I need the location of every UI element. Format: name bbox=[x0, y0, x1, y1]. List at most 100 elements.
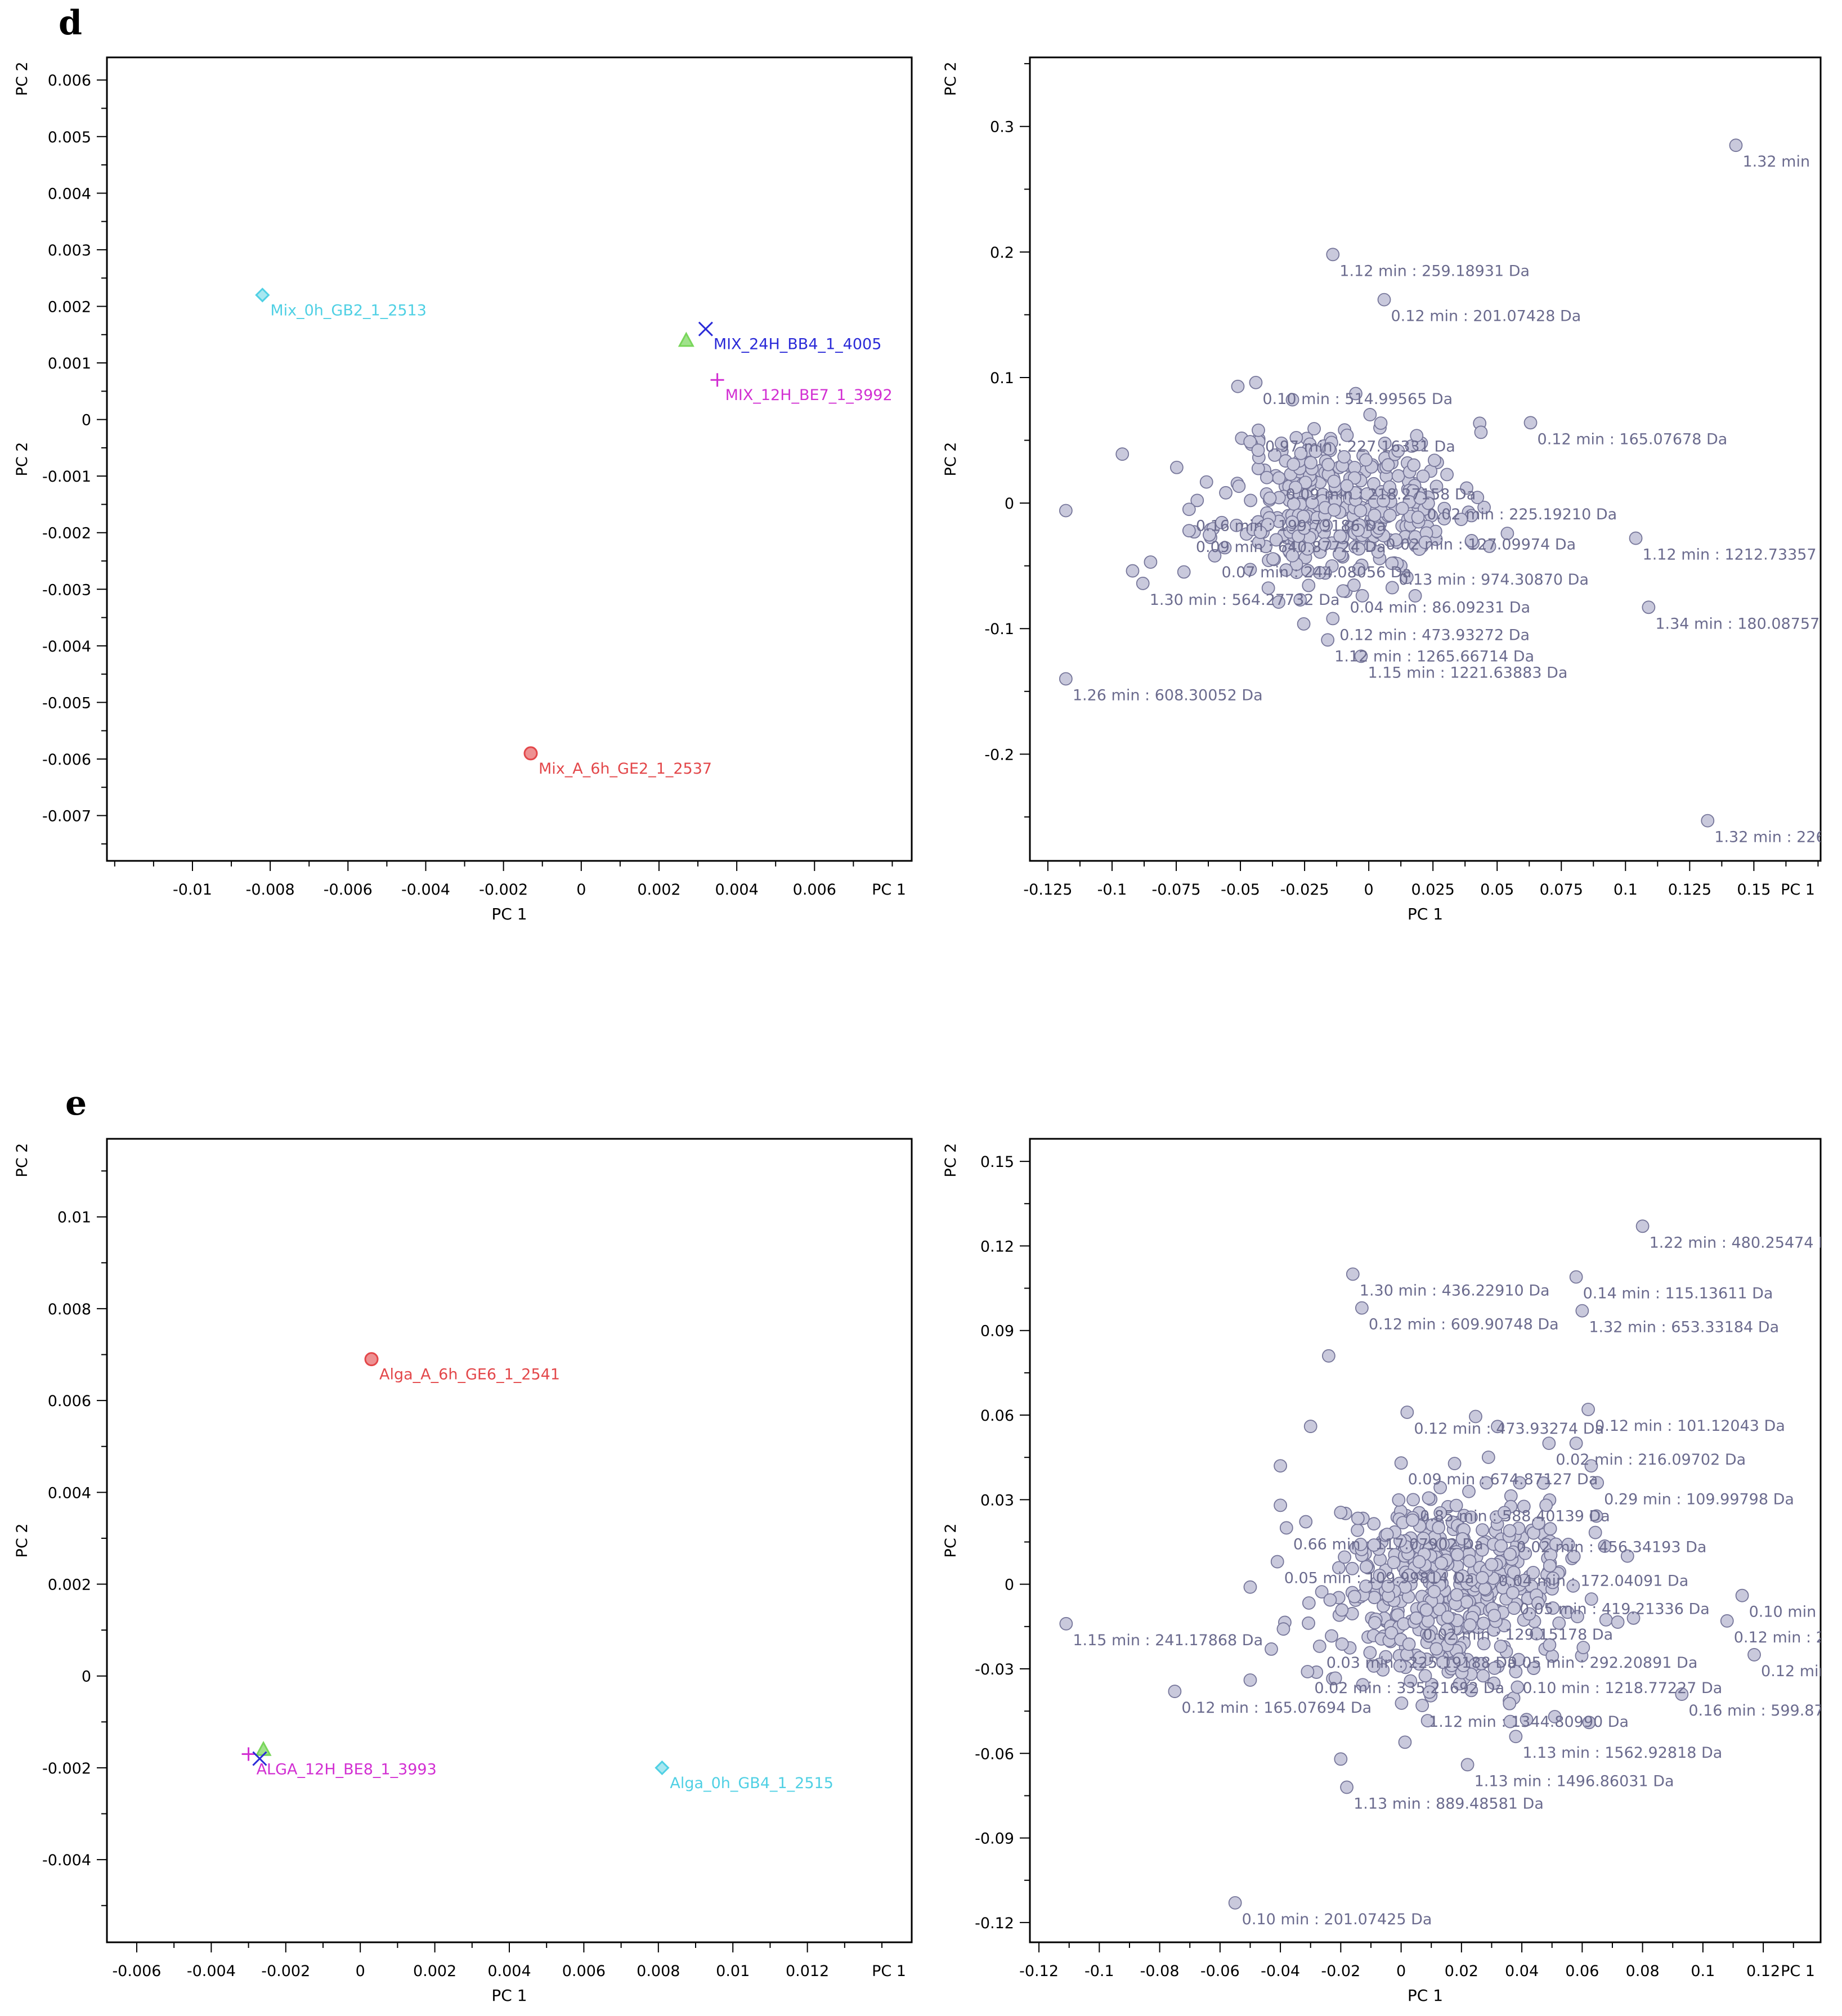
loading-point bbox=[1287, 457, 1301, 472]
loading-point bbox=[1422, 1629, 1436, 1643]
loading-point-labeled bbox=[1354, 649, 1368, 663]
y-tick-label: 0.004 bbox=[48, 185, 91, 203]
loading-point-labeled bbox=[1372, 521, 1386, 535]
loading-point bbox=[1368, 1591, 1381, 1605]
loading-point bbox=[1219, 486, 1233, 500]
x-tick-label: -0.1 bbox=[1097, 881, 1127, 899]
loading-point-labeled bbox=[1720, 1614, 1734, 1628]
loading-point-labeled bbox=[1590, 1476, 1605, 1490]
y-tick-label: 0.005 bbox=[48, 129, 91, 146]
loading-point bbox=[1498, 1506, 1511, 1520]
x-tick-label: -0.1 bbox=[1084, 1963, 1114, 1980]
y-axis-title: PC 2 bbox=[14, 442, 31, 477]
y-tick-label: -0.007 bbox=[42, 808, 91, 825]
loading-point bbox=[1416, 469, 1430, 483]
loading-point bbox=[1527, 1662, 1541, 1675]
loading-label: 0.03 min : 225.19188 Da bbox=[1326, 1654, 1517, 1672]
y-tick-label: 0.1 bbox=[990, 370, 1014, 387]
loading-point bbox=[1522, 1607, 1536, 1621]
loading-label: 0.97 min : 227.16331 Da bbox=[1265, 438, 1455, 456]
loading-point bbox=[1327, 474, 1341, 488]
loading-point bbox=[1588, 1525, 1602, 1539]
loading-label: 0.85 min : 588.40139 Da bbox=[1420, 1507, 1610, 1525]
loading-point bbox=[1589, 1509, 1603, 1523]
loading-point bbox=[1302, 578, 1316, 592]
loading-point bbox=[1444, 1632, 1458, 1646]
loading-label: 1.30 min : 564.27732 Da bbox=[1150, 591, 1340, 609]
sample-point-plus bbox=[241, 1747, 256, 1761]
loading-point bbox=[1491, 1420, 1504, 1434]
sample-point-triangle bbox=[255, 1741, 272, 1756]
loading-label: 0.12 min : 473.93272 Da bbox=[1339, 626, 1530, 644]
loading-label: 1.12 min : 1212.73357 Da bbox=[1643, 546, 1842, 564]
x-tick-label: 0.02 bbox=[1445, 1963, 1478, 1980]
y-tick-label: -0.004 bbox=[42, 638, 91, 655]
loading-point bbox=[1454, 513, 1468, 526]
loading-point bbox=[1494, 1539, 1508, 1553]
loading-point bbox=[1274, 436, 1288, 450]
loading-point bbox=[1218, 541, 1232, 555]
loading-point bbox=[1487, 1676, 1501, 1690]
plot-marks: 1.22 min : 480.25474 Da 1.30 min : 436.22… bbox=[1059, 1219, 1821, 1928]
loading-point bbox=[1543, 1559, 1557, 1573]
loading-point bbox=[1321, 457, 1335, 472]
x-tick-label: 0 bbox=[356, 1963, 365, 1980]
x-tick-label: 0 bbox=[1364, 881, 1374, 899]
loading-point bbox=[1452, 1652, 1466, 1666]
y-tick-label: -0.09 bbox=[975, 1830, 1014, 1848]
loading-point-labeled bbox=[1182, 524, 1196, 538]
loading-point-labeled bbox=[1301, 1665, 1315, 1678]
loading-point bbox=[1402, 1637, 1416, 1651]
loading-label: 0.12 min : 609.90748 Da bbox=[1369, 1316, 1559, 1333]
y-tick-label: -0.001 bbox=[42, 468, 91, 486]
x-tick-label: 0.012 bbox=[786, 1963, 829, 1980]
y-tick-label: -0.2 bbox=[984, 746, 1014, 764]
loading-label: 0.10 min : 1218.77227 Da bbox=[1522, 1680, 1722, 1697]
x-tick-label: -0.004 bbox=[401, 881, 450, 899]
loading-point-labeled bbox=[1355, 1301, 1369, 1315]
loading-point bbox=[1477, 500, 1491, 514]
loading-point bbox=[1474, 425, 1488, 439]
loading-point bbox=[1411, 510, 1425, 524]
x-tick-label: 0.05 bbox=[1480, 881, 1514, 899]
loading-point bbox=[1253, 526, 1267, 540]
loading-point bbox=[1423, 1685, 1436, 1699]
loading-point bbox=[1393, 1659, 1407, 1673]
loading-point bbox=[1340, 428, 1354, 442]
x-tick-label: 0 bbox=[576, 881, 586, 899]
loading-point-labeled bbox=[1136, 576, 1150, 590]
loading-point-labeled bbox=[1326, 612, 1340, 626]
loading-point bbox=[1543, 1638, 1557, 1652]
x-axis-end-label: PC 1 bbox=[872, 881, 906, 899]
loading-point-labeled bbox=[1701, 814, 1715, 828]
sample-label: Alga_0h_GB4_1_2515 bbox=[670, 1775, 833, 1792]
loading-point bbox=[1507, 1601, 1521, 1615]
loading-point bbox=[1395, 501, 1409, 515]
loading-point bbox=[1417, 1532, 1431, 1545]
y-tick-label: 0 bbox=[82, 412, 91, 429]
loading-point bbox=[1368, 508, 1382, 522]
loading-point-labeled bbox=[1394, 1456, 1408, 1470]
loading-point bbox=[1420, 1714, 1435, 1727]
loading-point bbox=[1427, 1570, 1441, 1584]
x-tick-label: 0.075 bbox=[1540, 881, 1583, 899]
loading-point bbox=[1243, 1673, 1257, 1687]
chart-d-loadings: -0.125 -0.1 -0.075 -0.05 -0.025 0 0.025 0.05 0.0… bbox=[942, 56, 1842, 923]
loading-label: 0.02 min : 127.09974 Da bbox=[1386, 536, 1576, 554]
loading-point-labeled bbox=[1581, 1403, 1595, 1416]
loading-point bbox=[1321, 1349, 1335, 1363]
x-tick-label: -0.075 bbox=[1151, 881, 1200, 899]
loading-point bbox=[1428, 454, 1441, 467]
loading-point bbox=[1190, 493, 1204, 508]
loading-point bbox=[1436, 1655, 1450, 1669]
x-tick-label: -0.004 bbox=[187, 1963, 236, 1980]
loading-point bbox=[1359, 453, 1373, 467]
loading-point bbox=[1307, 422, 1321, 435]
loading-point bbox=[1363, 408, 1377, 421]
plot-frame bbox=[106, 1138, 913, 1943]
loading-point bbox=[1232, 479, 1246, 493]
loading-point bbox=[1552, 1616, 1566, 1630]
loading-point bbox=[1584, 1592, 1598, 1606]
y-axis-title: PC 2 bbox=[942, 442, 960, 477]
loading-point-labeled bbox=[1270, 1555, 1284, 1569]
